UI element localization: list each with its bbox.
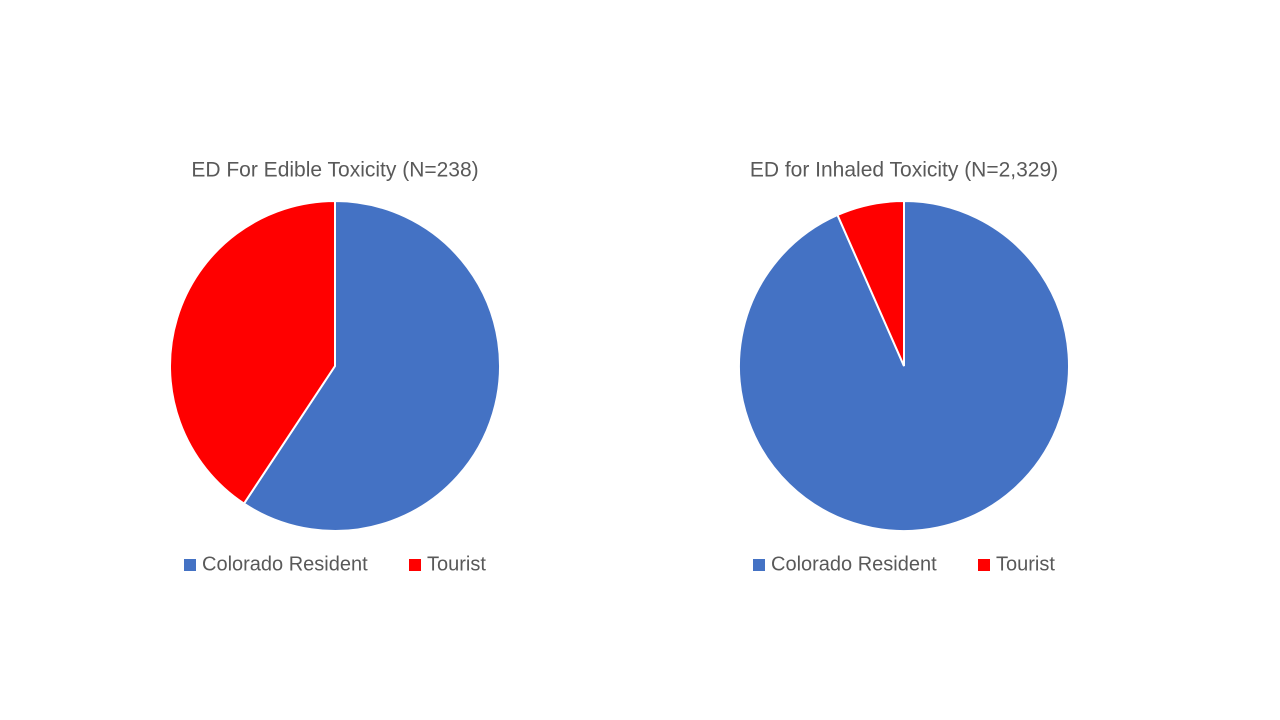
chart-title: ED For Edible Toxicity (N=238) — [191, 159, 478, 182]
pie-slice — [242, 199, 501, 532]
legend-swatch — [978, 559, 990, 571]
legend-label: Colorado Resident — [202, 553, 368, 575]
legend-swatch — [753, 559, 765, 571]
legend-label: Tourist — [996, 553, 1055, 575]
legend-swatch — [409, 559, 421, 571]
pie-slice — [836, 199, 905, 367]
chart-title: ED for Inhaled Toxicity (N=2,329) — [750, 159, 1058, 182]
legend-swatch — [184, 559, 196, 571]
legend-label: Tourist — [427, 553, 486, 575]
legend-label: Colorado Resident — [771, 553, 937, 575]
pie-slice — [169, 199, 336, 506]
